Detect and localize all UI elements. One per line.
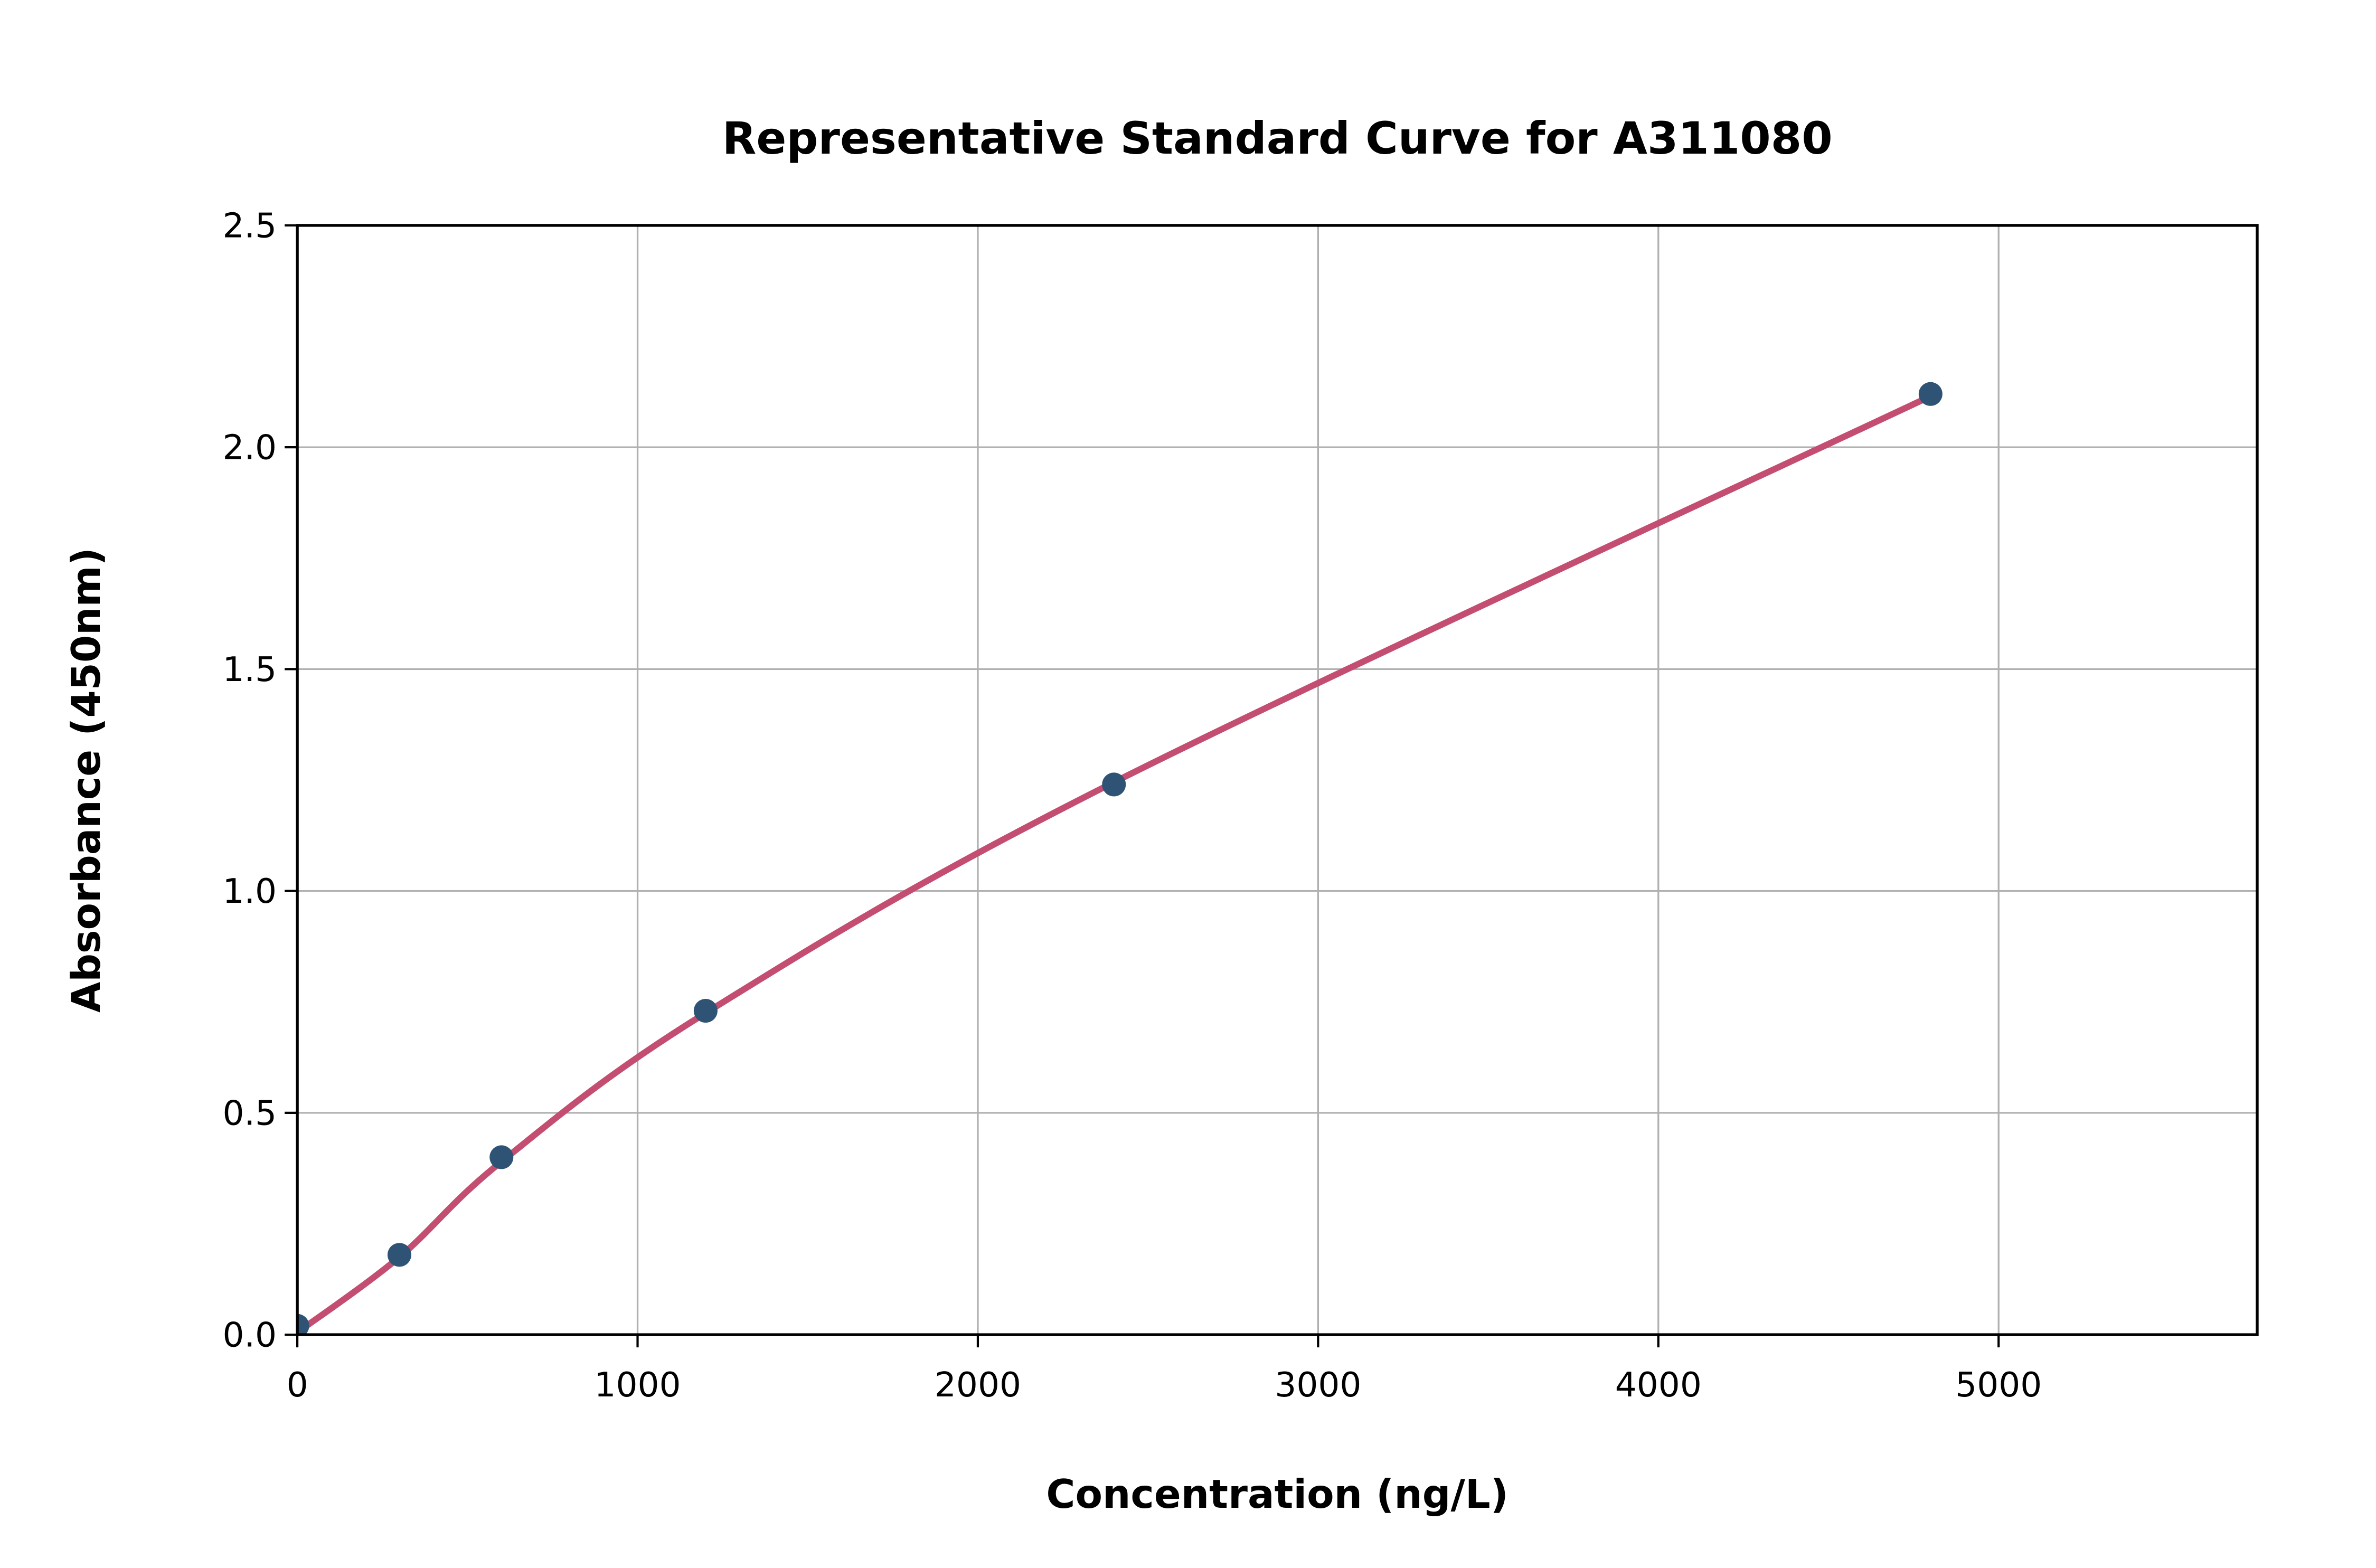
x-tick-label: 5000 [1955,1365,2042,1405]
fit-curve [297,393,1934,1335]
data-point [489,1145,514,1169]
data-point [1918,382,1943,406]
plot-border [296,224,2259,1336]
tick-layer [285,224,2000,1348]
y-axis-label: Absorbance (450nm) [63,547,109,1013]
y-tick-label: 2.5 [223,206,277,245]
y-tick-label: 0.0 [223,1316,277,1355]
x-axis-label: Concentration (ng/L) [1046,1471,1508,1517]
y-tick-label: 1.0 [223,872,277,911]
data-point [1102,772,1126,797]
y-tick-label: 2.0 [223,428,277,468]
data-point [693,999,718,1023]
x-tick-label: 2000 [935,1365,1021,1405]
y-tick-label: 1.5 [223,650,277,689]
tick-label-layer: 0 1000 2000 3000 4000 5000 0.0 0.5 1.0 1.5 2.0 2.5 [223,206,2042,1405]
data-point [387,1243,411,1267]
x-tick-label: 0 [287,1365,308,1405]
data-layer [297,382,1943,1335]
x-tick-label: 3000 [1275,1365,1361,1405]
chart-title: Representative Standard Curve for A31108… [722,112,1833,164]
x-tick-label: 1000 [594,1365,681,1405]
y-tick-label: 0.5 [223,1093,277,1133]
x-tick-label: 4000 [1615,1365,1702,1405]
data-point [297,1314,309,1335]
